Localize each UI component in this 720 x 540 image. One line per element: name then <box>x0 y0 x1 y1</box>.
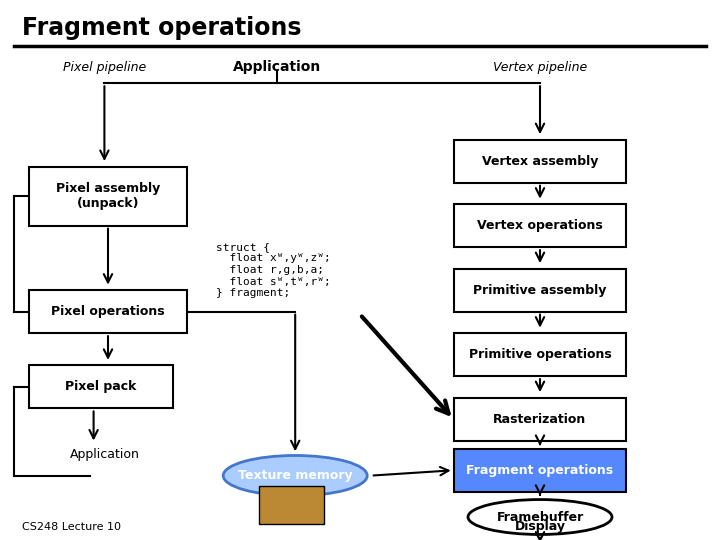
FancyBboxPatch shape <box>29 290 187 333</box>
Text: Primitive assembly: Primitive assembly <box>473 284 607 296</box>
Text: Pixel operations: Pixel operations <box>51 305 165 318</box>
FancyBboxPatch shape <box>454 397 626 441</box>
Ellipse shape <box>468 500 612 535</box>
FancyBboxPatch shape <box>29 167 187 226</box>
Text: Vertex assembly: Vertex assembly <box>482 155 598 168</box>
FancyBboxPatch shape <box>454 269 626 312</box>
FancyBboxPatch shape <box>454 140 626 183</box>
Text: Vertex pipeline: Vertex pipeline <box>493 60 587 73</box>
Text: Fragment operations: Fragment operations <box>467 464 613 477</box>
Text: Primitive operations: Primitive operations <box>469 348 611 361</box>
Text: Vertex operations: Vertex operations <box>477 219 603 232</box>
Text: Display: Display <box>515 520 565 533</box>
Text: Texture memory: Texture memory <box>238 469 353 482</box>
FancyBboxPatch shape <box>454 449 626 492</box>
Text: Application: Application <box>233 60 321 74</box>
FancyBboxPatch shape <box>259 487 324 524</box>
FancyBboxPatch shape <box>454 204 626 247</box>
Text: Pixel pipeline: Pixel pipeline <box>63 60 146 73</box>
Text: Pixel pack: Pixel pack <box>65 381 137 394</box>
Text: Pixel assembly
(unpack): Pixel assembly (unpack) <box>56 182 160 210</box>
Text: struct {
  float xᵂ,yᵂ,zᵂ;
  float r,g,b,a;
  float sᵂ,tᵂ,rᵂ;
} fragment;: struct { float xᵂ,yᵂ,zᵂ; float r,g,b,a; … <box>216 242 330 298</box>
Text: Framebuffer: Framebuffer <box>496 510 584 523</box>
Text: Application: Application <box>69 448 140 461</box>
Text: Rasterization: Rasterization <box>493 413 587 426</box>
Text: CS248 Lecture 10: CS248 Lecture 10 <box>22 522 121 532</box>
Text: Fragment operations: Fragment operations <box>22 16 301 40</box>
FancyBboxPatch shape <box>454 333 626 376</box>
FancyBboxPatch shape <box>29 366 173 408</box>
Ellipse shape <box>223 455 367 496</box>
